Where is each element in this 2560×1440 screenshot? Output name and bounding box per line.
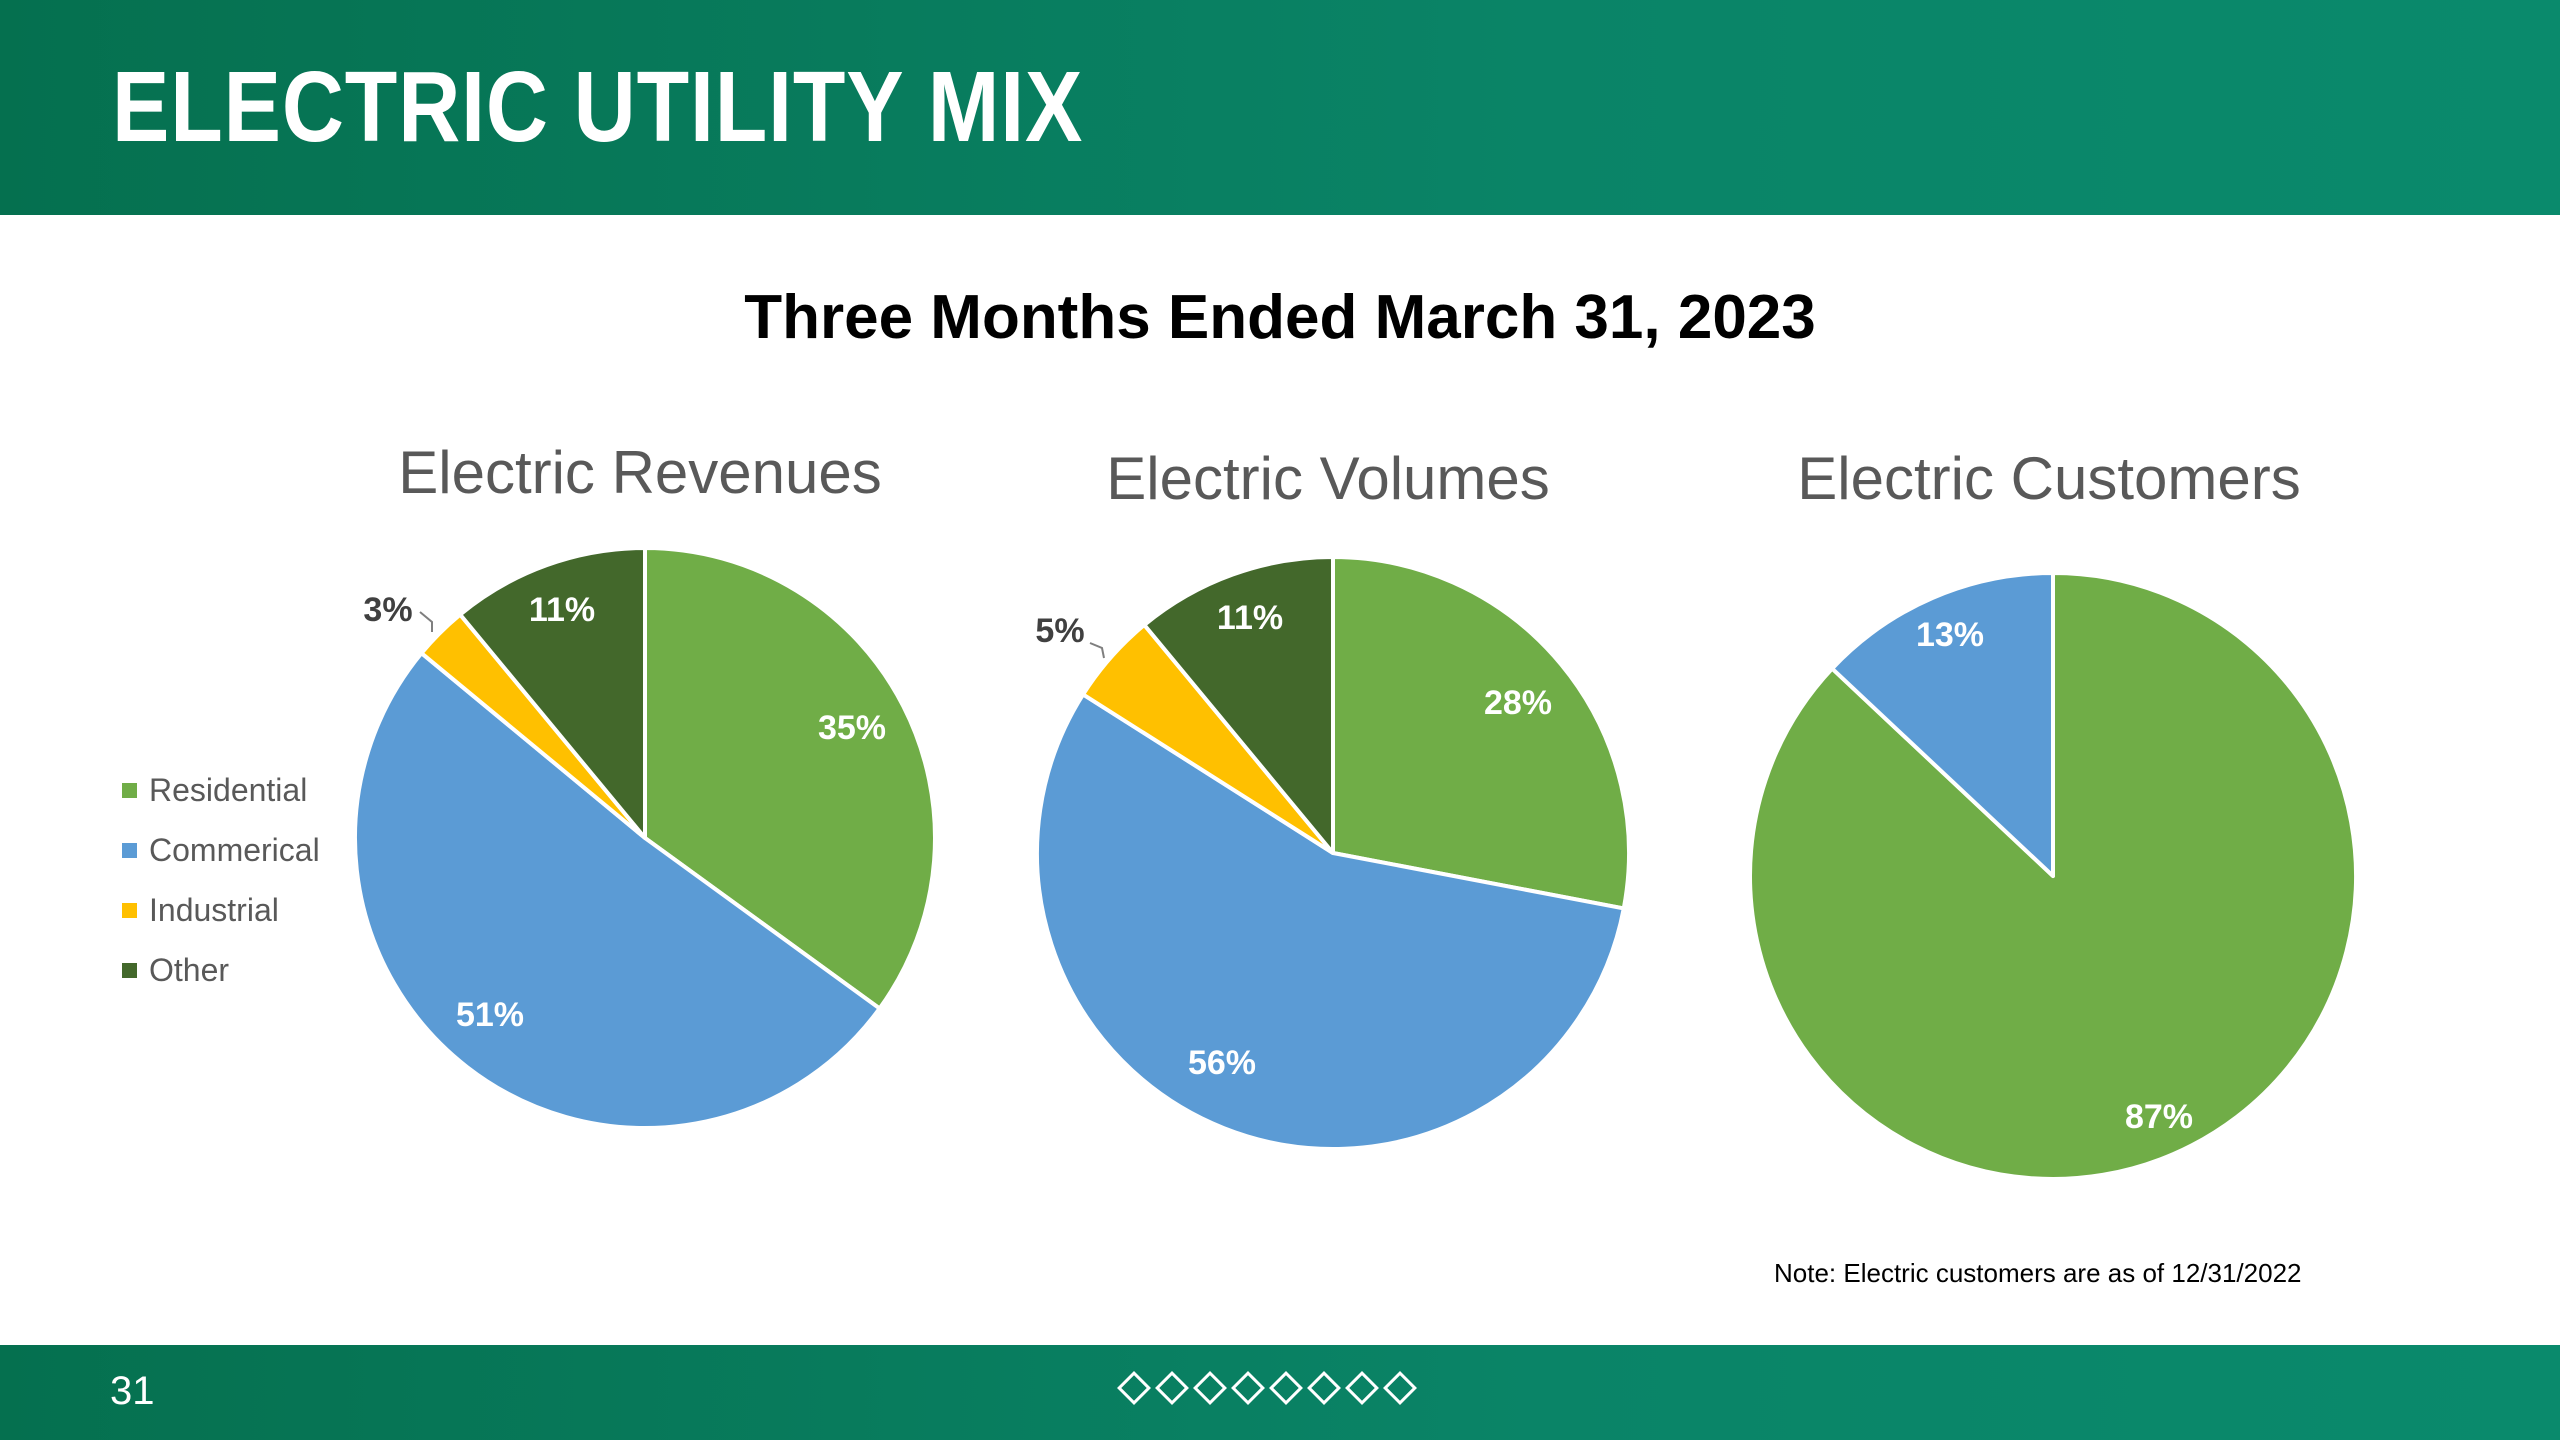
pie-slice-commerical: [1830, 571, 2055, 878]
page-title: ELECTRIC UTILITY MIX: [112, 51, 1084, 163]
diamond-shape: [1155, 1371, 1189, 1405]
pie-slice-commerical: [353, 651, 882, 1130]
diamond-shape: [1269, 1371, 1303, 1405]
legend-label-industrial: Industrial: [149, 891, 279, 928]
pie-slice-other: [1142, 555, 1335, 855]
chart-title-customers: Electric Customers: [1797, 445, 2301, 512]
pie-slice-other: [458, 546, 647, 840]
legend-swatch-residential: [122, 782, 137, 798]
legend-item-industrial: Industrial: [122, 880, 320, 940]
footnote: Note: Electric customers are as of 12/31…: [1774, 1258, 2302, 1288]
data-label-other: 11%: [1217, 599, 1283, 637]
pie-slice-residential: [1331, 555, 1632, 911]
data-label-commerical: 51%: [456, 996, 524, 1034]
diamond-shape: [1383, 1371, 1417, 1405]
footer-bar: 31: [0, 1345, 2560, 1440]
label-leader-line: [1089, 642, 1105, 659]
legend-item-commercial: Commerical: [122, 820, 320, 880]
pie-chart-2: 28% 56% 5% 11%: [1035, 555, 1632, 1151]
chart-period-subtitle: Three Months Ended March 31, 2023: [744, 283, 1816, 352]
pie-slice-commerical: [1035, 692, 1626, 1151]
diamond-shape: [1117, 1371, 1151, 1405]
pie-chart-3: 87% 13%: [1748, 571, 2358, 1181]
chart-legend: Residential Commerical Industrial Other: [122, 760, 320, 1000]
diamond-shape: [1345, 1371, 1379, 1405]
data-label-industrial: 5%: [1035, 612, 1084, 650]
diamond-shape: [1307, 1371, 1341, 1405]
pie-chart-1: 35% 51% 3% 11%: [353, 546, 937, 1130]
legend-item-residential: Residential: [122, 760, 320, 820]
data-label-commerical: 56%: [1188, 1044, 1256, 1082]
data-label-other: 11%: [529, 591, 595, 629]
data-label-industrial: 3%: [363, 591, 412, 629]
chart-title-revenues: Electric Revenues: [398, 439, 882, 506]
legend-label-residential: Residential: [149, 771, 308, 808]
legend-item-other: Other: [122, 940, 320, 1000]
diamond-shape: [1231, 1371, 1265, 1405]
data-label-commerical: 13%: [1916, 616, 1984, 654]
legend-swatch-industrial: [122, 902, 137, 918]
legend-swatch-commercial: [122, 842, 137, 858]
data-label-residential: 35%: [818, 709, 886, 747]
diamond-ornament: [1117, 1371, 1417, 1405]
pie-slice-residential: [643, 546, 937, 1011]
data-label-residential: 87%: [2125, 1098, 2193, 1136]
chart-title-volumes: Electric Volumes: [1106, 445, 1550, 512]
legend-label-commercial: Commerical: [149, 831, 320, 868]
legend-swatch-other: [122, 962, 137, 978]
data-label-residential: 28%: [1484, 684, 1552, 722]
diamond-shape: [1193, 1371, 1227, 1405]
label-leader-line: [419, 611, 433, 632]
header-bar: ELECTRIC UTILITY MIX: [0, 0, 2560, 215]
page-number: 31: [110, 1369, 155, 1413]
legend-label-other: Other: [149, 951, 230, 988]
